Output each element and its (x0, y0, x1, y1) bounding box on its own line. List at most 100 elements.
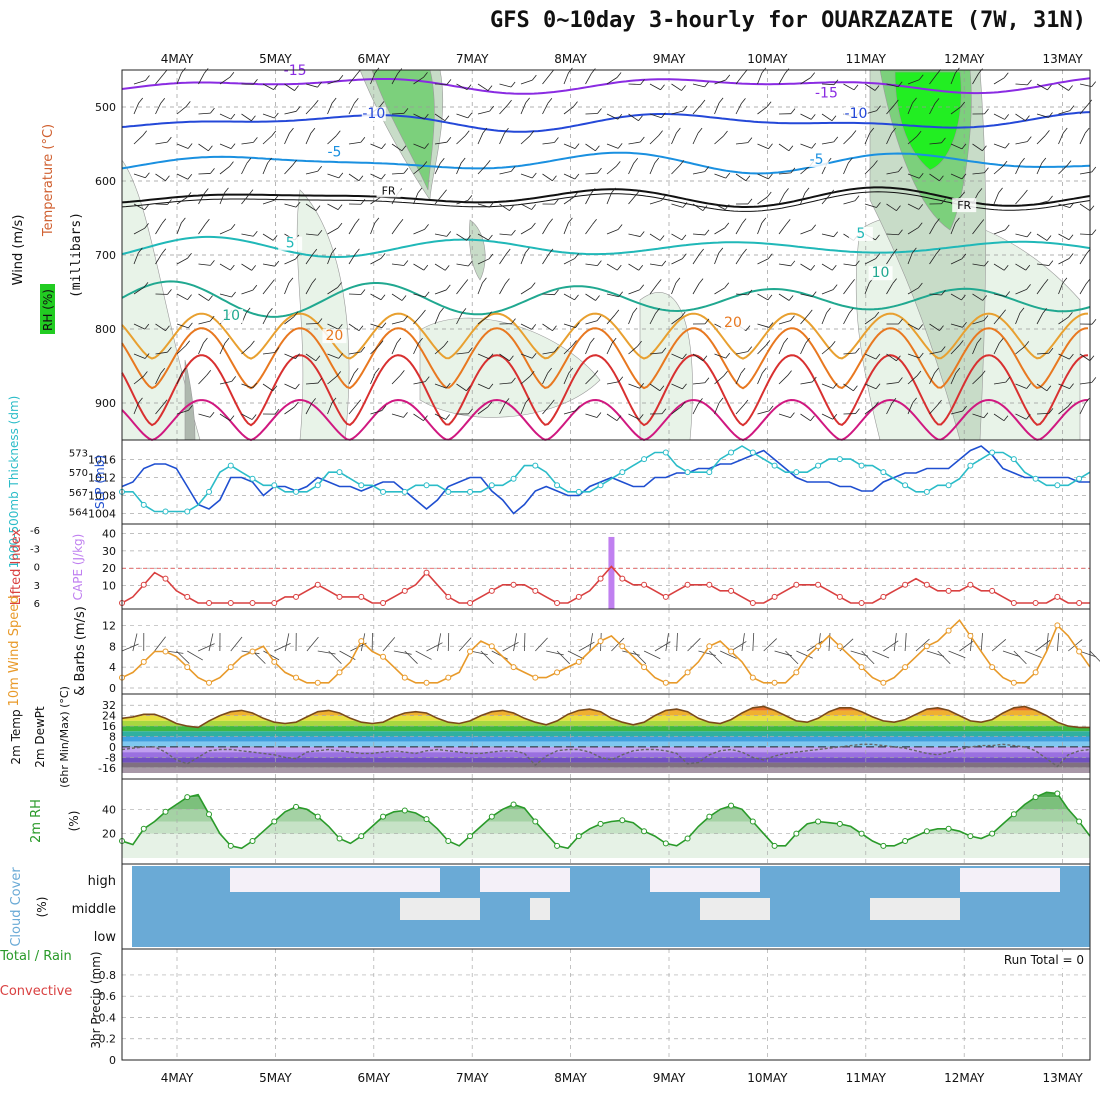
wind-barb (391, 73, 399, 85)
wind-barb (198, 413, 211, 418)
wind-barb-flag (597, 108, 602, 114)
wind-barb (950, 323, 963, 328)
wind-barb (327, 287, 338, 295)
wind-barb-flag (768, 322, 774, 328)
temp-band (122, 762, 1090, 768)
wind-barb-flag (1047, 84, 1052, 91)
wind-barb (649, 263, 662, 267)
wind-barb-flag (424, 113, 429, 120)
wind-barb-flag (897, 166, 903, 173)
lifted-index-line-point (510, 581, 517, 588)
thickness-line-point (206, 488, 213, 495)
li-tick: 3 (34, 581, 40, 592)
lifted-index-line (121, 565, 1090, 604)
wind-barb-10m (1056, 633, 1060, 652)
y-tick: 12 (102, 619, 116, 632)
wind-barb-flag (531, 172, 537, 179)
cloud-gap (300, 868, 440, 892)
wind-barb (133, 402, 139, 415)
wind-barb-10m (502, 642, 519, 652)
wind-barb-flag (616, 72, 622, 78)
wind-barb (1036, 413, 1050, 415)
wind-barb (1058, 383, 1070, 389)
wind-barb (477, 233, 489, 241)
rh-line-point (162, 808, 169, 815)
wind-barb-flag (1041, 157, 1047, 164)
wind-barb-flag (762, 367, 767, 374)
wind-barb (155, 223, 163, 235)
cape-bar (608, 536, 615, 609)
wind-barb (176, 173, 188, 180)
wind-barb (757, 410, 770, 415)
day-label-bottom: 11MAY (846, 1071, 887, 1085)
wind-barb (305, 253, 314, 265)
wind-barb-flag (891, 398, 897, 404)
wind-barb-flag (423, 264, 429, 271)
wind-barb (606, 293, 619, 298)
wind-barb-flag (574, 253, 580, 259)
wind-barb-flag (381, 143, 386, 149)
lifted-index-line-point (706, 581, 713, 588)
wind-barb (348, 351, 361, 355)
rh-band (122, 809, 1090, 822)
wind-barb (155, 373, 162, 385)
rh-line-point (923, 828, 930, 835)
wind-barb-flag (230, 264, 235, 271)
wind-barb (1015, 162, 1021, 175)
wind-barb-flag (442, 189, 447, 195)
lifted-index-line-point (140, 581, 147, 588)
wind-barb-flag (445, 382, 451, 389)
wind-barb (585, 320, 598, 325)
wind-barb-flag (181, 367, 187, 374)
wind-barb (219, 293, 232, 298)
wind-barb (757, 222, 763, 235)
wind-barb-flag (424, 143, 429, 149)
wind-barb-flag (381, 173, 386, 180)
wind-barb (972, 342, 978, 355)
wind-barb-flag (767, 253, 773, 259)
y-tick: 16 (102, 720, 116, 733)
wind-barb-flag (892, 278, 897, 284)
wind-barb-flag (252, 382, 258, 389)
wind-barb-flag (353, 367, 359, 374)
wind-barb (993, 314, 1002, 325)
wind-barb (929, 323, 940, 331)
wind-barb (413, 342, 419, 355)
li-tick: -3 (30, 544, 40, 555)
wind-barb (413, 293, 426, 298)
wind-barb (1036, 313, 1044, 325)
temp-band (122, 736, 1090, 742)
wind-barb-flag (1042, 308, 1048, 314)
rh-region (894, 71, 962, 171)
wind-barb (133, 376, 144, 385)
wind-barb-flag (740, 367, 746, 374)
wind-speed-line-point (358, 638, 365, 645)
wind-barb (864, 353, 877, 360)
wind-barb-flag (160, 367, 166, 374)
wind-barb-flag (984, 108, 989, 115)
thickness-line-point (510, 475, 517, 482)
wind-barb-flag (206, 370, 212, 376)
rh-region (184, 359, 196, 441)
wind-barb-flag (1068, 311, 1073, 318)
wind-barb-flag (315, 205, 321, 211)
wind-barb (1036, 162, 1043, 175)
wind-barb (434, 113, 446, 122)
wind-barb-flag (144, 323, 150, 330)
y-tick: 30 (102, 545, 116, 558)
wind-barb-flag (274, 112, 279, 119)
wind-barb (649, 200, 662, 205)
wind-barb-flag (682, 383, 687, 390)
wind-barb-flag (635, 189, 641, 196)
wind-barb (563, 410, 576, 415)
wind-barb-flag (531, 204, 536, 210)
thickness-line-point (641, 456, 648, 463)
wind-speed-line-point (815, 643, 822, 650)
wind-barb-flag (833, 231, 839, 237)
wind-barb-flag (358, 325, 364, 331)
temp-contour-30 (121, 354, 1089, 427)
wind-barb (1058, 353, 1070, 360)
wind-barb-flag (210, 168, 215, 174)
wind-barb-flag (632, 307, 638, 314)
day-label-bottom: 5MAY (259, 1071, 292, 1085)
